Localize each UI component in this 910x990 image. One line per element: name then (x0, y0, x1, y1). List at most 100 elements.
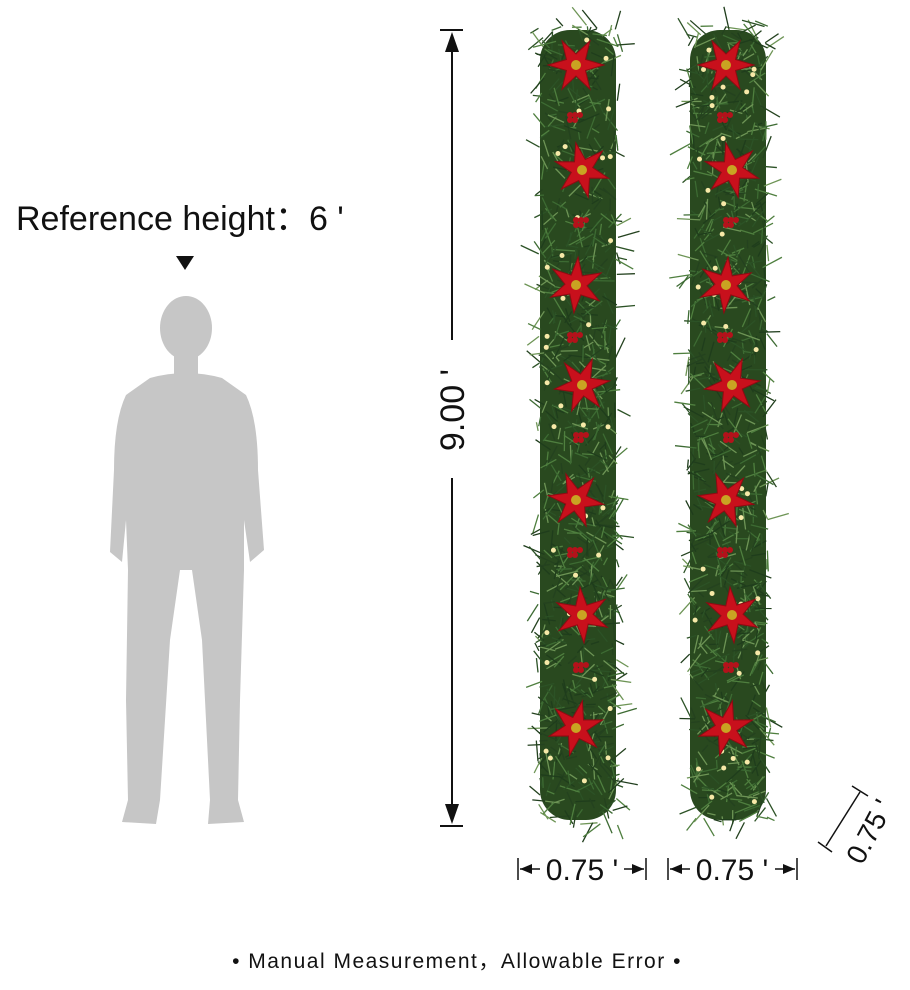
needle (756, 657, 769, 662)
needle (735, 525, 738, 544)
needle (754, 336, 758, 358)
needle (729, 812, 737, 832)
needle (733, 200, 751, 213)
needle (740, 282, 755, 291)
needle (581, 540, 597, 560)
needle (746, 778, 756, 791)
needle (617, 408, 631, 417)
needle (698, 106, 705, 114)
needle (552, 470, 560, 484)
needle (553, 297, 567, 318)
needle (563, 528, 579, 534)
needle (547, 338, 555, 347)
needle (590, 343, 610, 358)
needle (690, 589, 707, 593)
needle (706, 794, 711, 804)
needle (581, 453, 595, 456)
needle (730, 798, 743, 801)
needle (763, 660, 766, 683)
needle (766, 550, 769, 572)
needle (594, 731, 602, 742)
needle (614, 337, 626, 359)
needle (739, 810, 760, 822)
needle (750, 442, 770, 452)
needle (538, 354, 555, 362)
needle (617, 707, 638, 715)
needle (544, 123, 564, 128)
needle (706, 150, 729, 155)
needle (529, 590, 540, 595)
needle (564, 573, 585, 590)
needle (575, 767, 585, 777)
needle (555, 635, 563, 643)
needle (577, 28, 584, 41)
needle (566, 755, 578, 760)
poinsettia-center (571, 60, 581, 70)
needle (743, 182, 748, 202)
needle (704, 298, 709, 309)
light (723, 324, 729, 330)
needle (547, 514, 559, 525)
needle (738, 447, 744, 455)
light (701, 66, 707, 72)
needle (712, 694, 730, 704)
needle (588, 573, 594, 585)
needle (708, 300, 714, 317)
needle (737, 331, 761, 341)
poinsettia-center (727, 165, 737, 175)
needle (545, 410, 558, 423)
needle (731, 402, 743, 409)
needle (707, 218, 714, 235)
needle (535, 439, 551, 451)
needle (698, 324, 717, 332)
needle (543, 549, 553, 559)
needle (694, 107, 713, 122)
needle (694, 227, 700, 237)
needle (762, 256, 783, 269)
needle (586, 531, 607, 544)
needle (592, 236, 607, 246)
needle (594, 728, 606, 740)
needle (540, 129, 550, 137)
needle (703, 625, 715, 641)
needle (607, 694, 620, 702)
needle (543, 602, 551, 625)
berry (573, 437, 579, 443)
light (755, 596, 761, 602)
needle (608, 778, 620, 800)
needle (700, 800, 713, 810)
needle (689, 373, 707, 390)
needle (568, 684, 581, 693)
needle (586, 258, 605, 270)
needle (725, 785, 730, 803)
needle (767, 296, 776, 302)
needle (749, 584, 765, 595)
needle (571, 24, 589, 36)
needle (686, 130, 700, 138)
needle (569, 232, 572, 242)
needle (532, 530, 550, 537)
light (709, 94, 715, 100)
berry (723, 437, 729, 443)
needle (546, 267, 554, 282)
needle (602, 412, 613, 429)
needle (556, 568, 573, 570)
needle (687, 349, 698, 362)
needle (694, 241, 705, 252)
light (558, 403, 564, 409)
needle (533, 650, 548, 669)
needle (736, 36, 759, 45)
needle (615, 574, 628, 591)
berry (583, 662, 589, 668)
poinsettia-center (577, 380, 587, 390)
needle (581, 255, 588, 264)
needle (732, 261, 742, 275)
needle (553, 319, 562, 340)
needle (610, 219, 623, 223)
needle (540, 774, 564, 778)
needle (530, 617, 541, 634)
needle (675, 99, 695, 108)
pointer-arrow (176, 256, 194, 270)
needle (577, 227, 584, 248)
needle (568, 689, 573, 700)
